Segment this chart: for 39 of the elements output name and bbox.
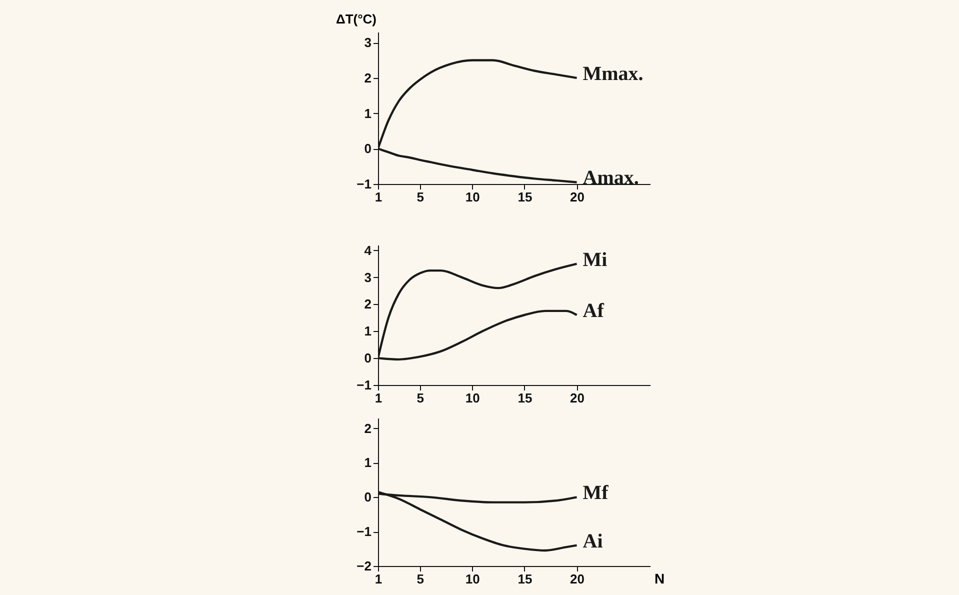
x-tick-label: 5 [416,390,424,406]
y-tick-label: −2 [356,558,372,574]
x-tick-label: 20 [570,390,585,406]
y-tick-label: 4 [364,242,372,258]
y-tick-label: 2 [364,420,372,436]
series-label: Amax. [582,167,639,190]
y-tick-label: −1 [356,176,372,192]
series-label: Mi [582,248,608,271]
y-tick-label: 1 [364,106,372,121]
y-tick-label: 1 [364,324,372,339]
x-tick-label: 5 [416,190,424,204]
x-tick-label: 20 [570,572,585,586]
x-tick-label: 15 [518,390,532,406]
x-tick-label: 1 [374,390,382,406]
x-tick-label: 5 [416,572,424,586]
x-tick-label: 15 [518,190,532,204]
series-label: Ai [582,530,604,552]
x-tick-label: 1 [374,190,382,204]
series-label: Mf [582,482,609,504]
y-tick-label: −1 [356,524,372,540]
y-tick-label: 2 [364,296,372,312]
x-tick-label: 20 [570,190,585,204]
y-tick-label: 2 [364,70,372,86]
y-axis-title: ΔT(°C) [336,12,376,26]
y-tick-label: 0 [364,141,372,156]
x-tick-label: 10 [465,390,480,406]
y-tick-label: 1 [364,455,372,470]
y-tick-label: 3 [364,35,372,50]
series-label: Af [582,300,604,322]
y-tick-label: 0 [364,350,372,366]
y-tick-label: −1 [356,378,372,392]
x-tick-label: 10 [465,190,480,204]
series-label: Mmax. [582,62,644,85]
x-axis-title: N [654,570,665,586]
x-tick-label: 1 [374,572,382,586]
y-tick-label: 3 [364,270,372,285]
y-tick-label: 0 [364,490,372,505]
x-tick-label: 10 [465,572,480,586]
x-tick-label: 15 [518,572,532,586]
